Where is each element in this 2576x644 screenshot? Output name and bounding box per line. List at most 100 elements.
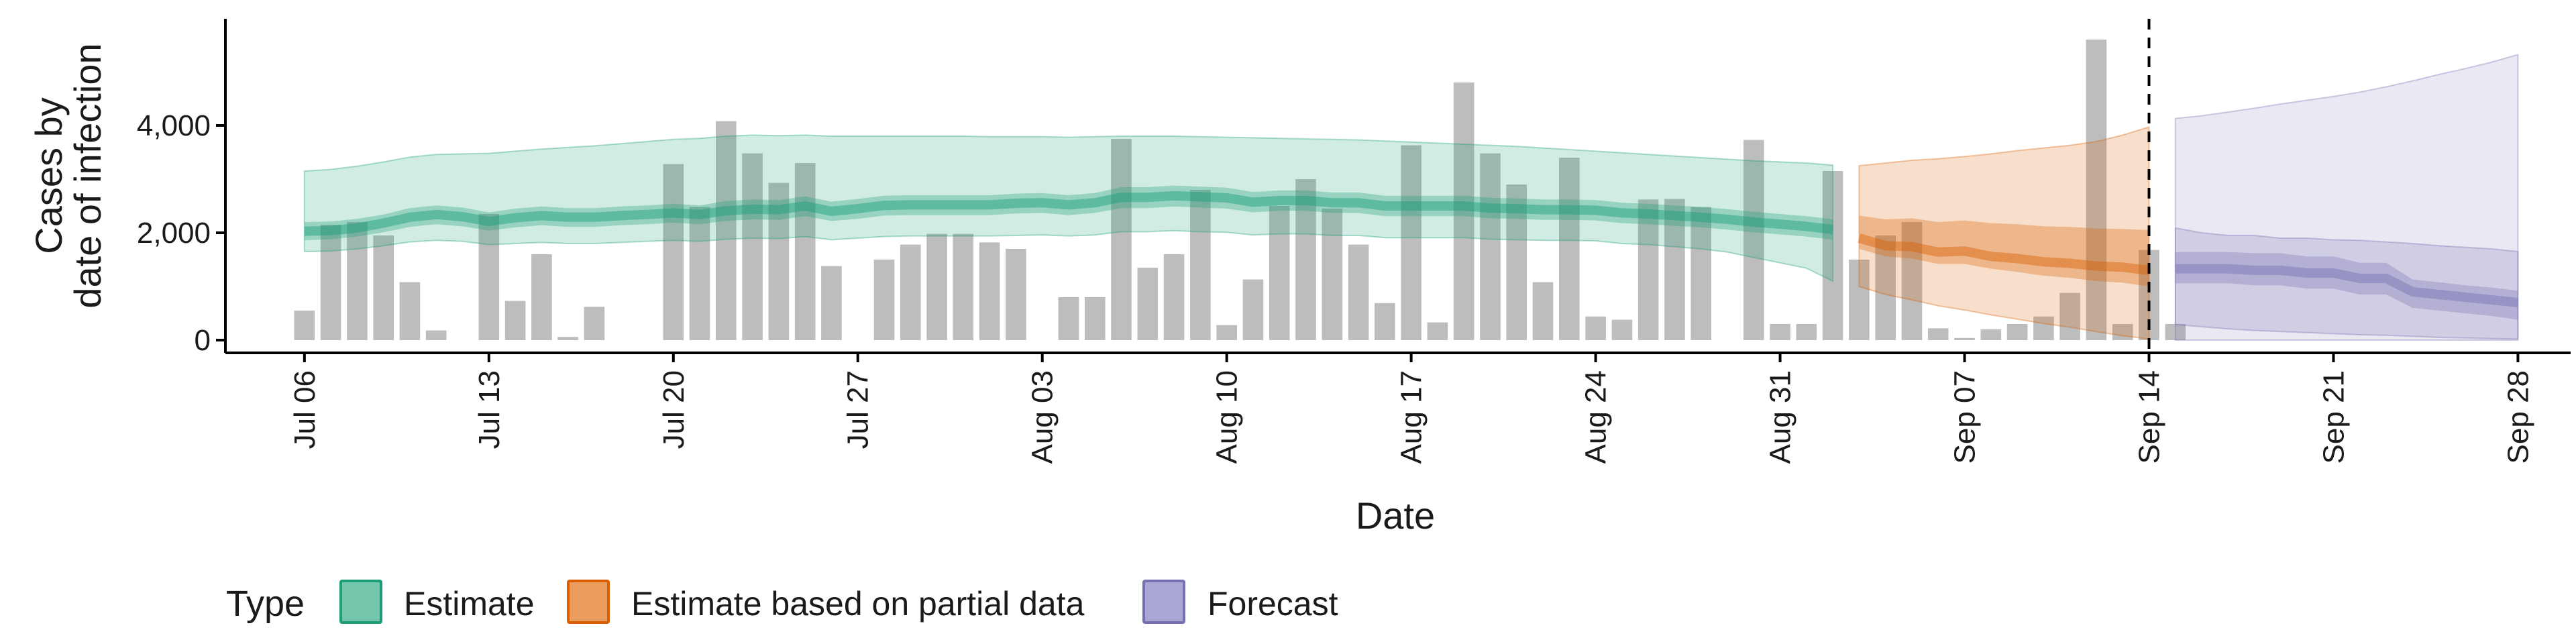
bar-35 bbox=[1216, 325, 1237, 340]
legend-key-forecast bbox=[1142, 580, 1185, 624]
y-tick-label-2: 4,000 bbox=[137, 109, 211, 142]
bar-17 bbox=[742, 153, 763, 340]
bar-34 bbox=[1190, 190, 1211, 340]
bar-1 bbox=[320, 225, 341, 340]
bar-44 bbox=[1453, 83, 1474, 340]
bar-47 bbox=[1532, 282, 1554, 340]
bar-68 bbox=[2086, 40, 2107, 340]
bar-29 bbox=[1058, 297, 1079, 340]
bar-48 bbox=[1559, 158, 1580, 340]
bars-layer bbox=[294, 40, 2186, 340]
bar-16 bbox=[716, 121, 737, 340]
bar-45 bbox=[1480, 153, 1501, 340]
bar-3 bbox=[373, 235, 394, 340]
bar-46 bbox=[1506, 184, 1527, 340]
bar-9 bbox=[531, 254, 552, 340]
bar-57 bbox=[1796, 324, 1817, 340]
bar-4 bbox=[399, 282, 421, 340]
x-axis-title: Date bbox=[1356, 494, 1435, 537]
bar-62 bbox=[1927, 328, 1949, 340]
y-tick-label-0: 0 bbox=[195, 324, 211, 357]
bar-37 bbox=[1269, 206, 1290, 340]
x-tick-label-3: Jul 27 bbox=[842, 370, 875, 449]
bar-0 bbox=[294, 311, 315, 340]
x-tick-label-5: Aug 10 bbox=[1211, 370, 1244, 464]
bar-20 bbox=[821, 266, 842, 340]
x-tick-label-12: Sep 28 bbox=[2502, 370, 2534, 464]
bar-27 bbox=[1006, 249, 1026, 340]
x-tick-label-6: Aug 17 bbox=[1395, 370, 1428, 464]
x-tick-label-4: Aug 03 bbox=[1026, 370, 1059, 464]
bar-2 bbox=[347, 222, 368, 340]
median-lines-layer bbox=[304, 191, 2519, 307]
y-axis-title-line1: Cases by bbox=[28, 97, 70, 254]
bar-60 bbox=[1875, 235, 1896, 340]
bar-30 bbox=[1085, 297, 1106, 340]
estimate-band-50 bbox=[304, 185, 1833, 241]
bar-8 bbox=[504, 301, 526, 340]
bar-24 bbox=[926, 233, 947, 340]
bar-39 bbox=[1322, 209, 1343, 340]
bar-19 bbox=[794, 163, 816, 340]
bar-10 bbox=[557, 337, 578, 340]
x-tick-label-8: Aug 31 bbox=[1764, 370, 1797, 464]
bar-69 bbox=[2112, 324, 2133, 340]
bar-5 bbox=[425, 330, 447, 340]
bar-52 bbox=[1664, 199, 1685, 340]
bar-15 bbox=[689, 207, 710, 340]
y-tick-label-1: 2,000 bbox=[137, 217, 211, 250]
bar-42 bbox=[1401, 145, 1421, 340]
bar-67 bbox=[2059, 292, 2080, 340]
legend-key-partial bbox=[567, 580, 610, 624]
x-tick-label-11: Sep 21 bbox=[2318, 370, 2351, 464]
bar-26 bbox=[979, 242, 1000, 340]
forecast-band-50 bbox=[2175, 252, 2518, 320]
bar-33 bbox=[1163, 254, 1185, 340]
bar-25 bbox=[953, 233, 974, 340]
bar-18 bbox=[768, 182, 790, 340]
bar-56 bbox=[1770, 324, 1790, 340]
bar-71 bbox=[2165, 324, 2186, 340]
legend-label-forecast: Forecast bbox=[1208, 585, 1338, 623]
bar-7 bbox=[478, 214, 500, 340]
bar-38 bbox=[1295, 179, 1316, 340]
forecast-outer-band bbox=[2174, 54, 2519, 341]
bar-32 bbox=[1137, 268, 1159, 340]
x-tick-label-10: Sep 14 bbox=[2133, 370, 2166, 464]
bar-50 bbox=[1611, 319, 1633, 340]
estimate-based-on-partial-data-median-line bbox=[1858, 233, 2150, 275]
bar-43 bbox=[1427, 322, 1448, 340]
y-axis-title-line2: date of infection bbox=[66, 43, 109, 308]
bar-66 bbox=[2033, 316, 2054, 340]
x-tick-label-0: Jul 06 bbox=[288, 370, 321, 449]
estimate-band-90 bbox=[303, 134, 1834, 282]
bar-49 bbox=[1585, 316, 1606, 340]
forecast-band-90 bbox=[2174, 227, 2519, 340]
bar-53 bbox=[1690, 207, 1711, 340]
bar-65 bbox=[2006, 324, 2028, 340]
x-tick-label-2: Jul 20 bbox=[657, 370, 690, 449]
bar-61 bbox=[1901, 222, 1923, 340]
forecast-median-line bbox=[2175, 264, 2519, 307]
x-tick-label-1: Jul 13 bbox=[473, 370, 506, 449]
x-tick-label-7: Aug 24 bbox=[1580, 370, 1613, 464]
legend: Type Estimate Estimate based on partial … bbox=[226, 580, 1338, 624]
estimate-median-line bbox=[304, 191, 1833, 236]
bar-40 bbox=[1348, 244, 1369, 340]
bar-41 bbox=[1375, 303, 1395, 340]
legend-key-estimate bbox=[339, 580, 382, 624]
bar-63 bbox=[1954, 337, 1975, 340]
legend-label-partial: Estimate based on partial data bbox=[631, 585, 1085, 623]
bar-59 bbox=[1849, 260, 1870, 340]
legend-title: Type bbox=[226, 584, 305, 624]
legend-label-estimate: Estimate bbox=[404, 585, 535, 623]
bar-11 bbox=[584, 307, 605, 340]
bar-22 bbox=[873, 260, 895, 340]
estimate-based-on-partial-data-band-50 bbox=[1859, 215, 2149, 286]
bar-36 bbox=[1242, 279, 1264, 340]
ribbons-layer bbox=[303, 54, 2519, 341]
bar-31 bbox=[1111, 139, 1132, 340]
bar-55 bbox=[1743, 140, 1764, 340]
bar-51 bbox=[1638, 199, 1659, 340]
